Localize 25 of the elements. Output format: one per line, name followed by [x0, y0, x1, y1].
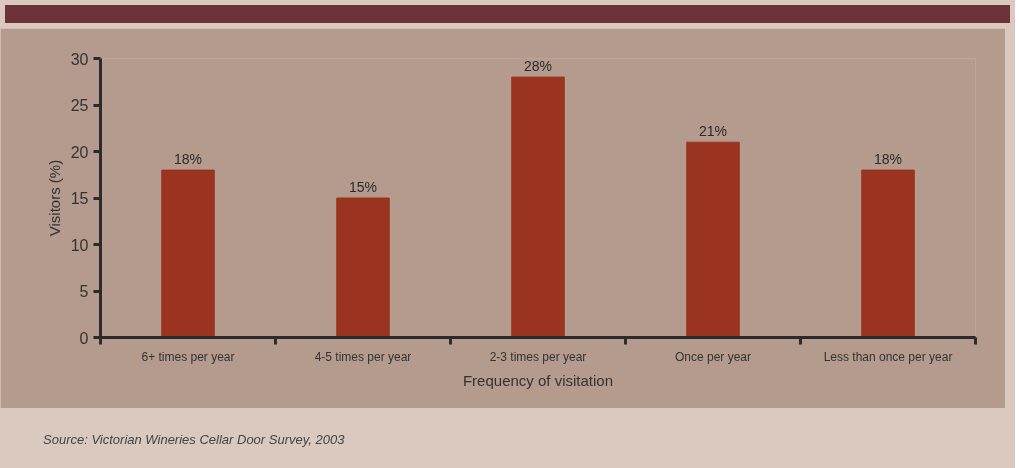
x-tick-label: 4-5 times per year [314, 349, 412, 364]
source-note: Source: Victorian Wineries Cellar Door Survey, 2003 [43, 431, 345, 449]
y-tick-label: 0 [79, 329, 89, 347]
data-label: 18% [173, 151, 203, 168]
y-axis-title: Visitors (%) [45, 159, 63, 237]
x-axis-title: Frequency of visitation [462, 371, 614, 389]
y-tick-label: 5 [79, 283, 89, 300]
bar [336, 197, 390, 338]
x-tick-label: Once per year [674, 349, 752, 364]
data-label: 15% [348, 179, 378, 195]
bar [861, 169, 915, 338]
bar [161, 169, 215, 338]
bar [686, 141, 740, 338]
x-tick-label: Less than once per year [823, 349, 953, 364]
data-label: 18% [873, 151, 903, 168]
y-tick-label: 20 [70, 143, 89, 161]
bar [511, 76, 565, 338]
y-tick-label: 30 [70, 50, 89, 68]
x-tick-label: 2-3 times per year [489, 349, 587, 364]
y-tick-label: 10 [70, 236, 89, 254]
y-tick-label: 25 [70, 97, 89, 114]
x-tick-label: 6+ times per year [141, 349, 235, 364]
data-label: 28% [523, 58, 553, 75]
y-tick-label: 15 [70, 190, 89, 207]
data-label: 21% [698, 123, 728, 140]
